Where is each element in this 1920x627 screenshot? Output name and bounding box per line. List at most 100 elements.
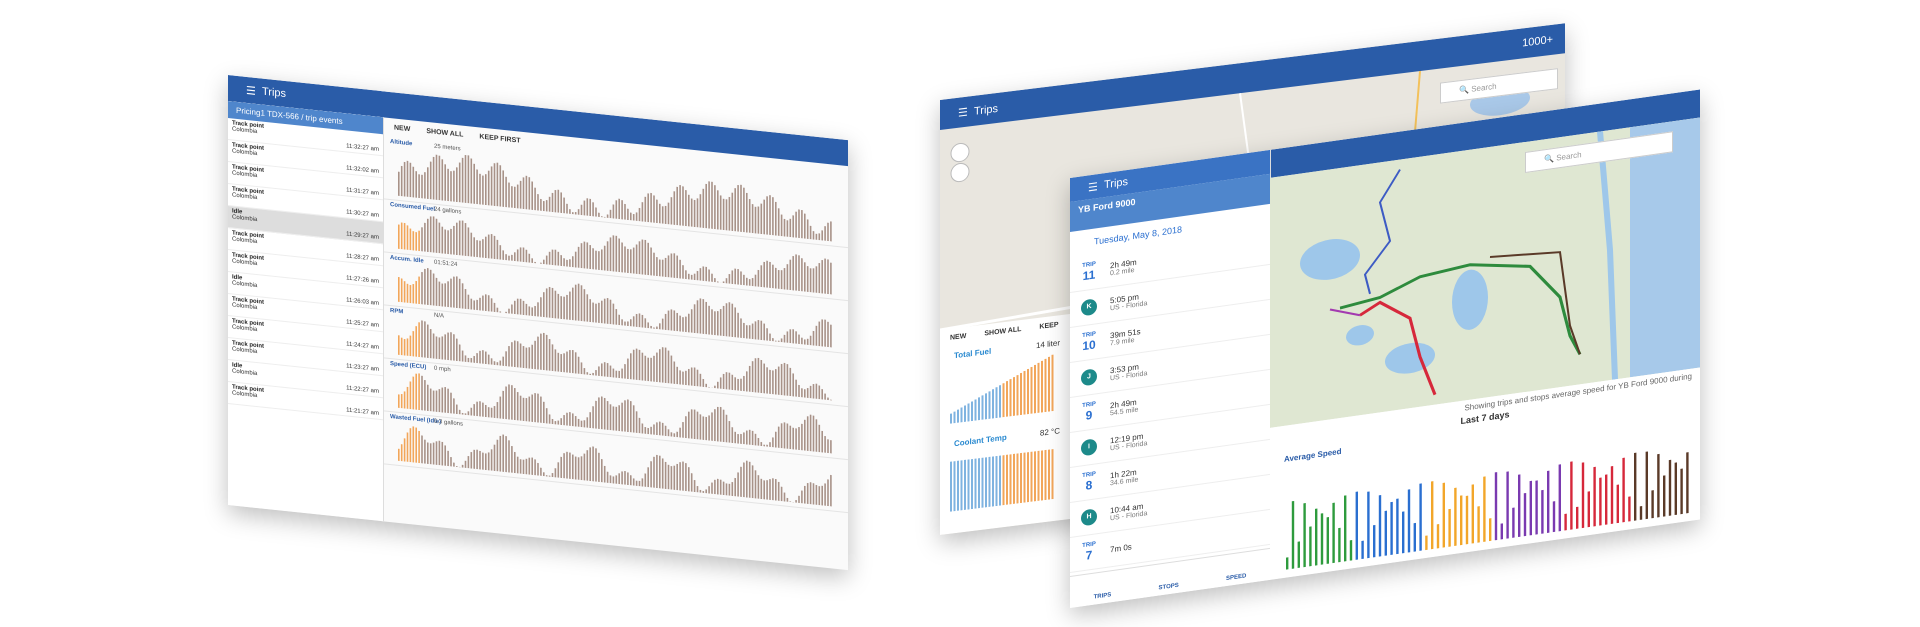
plot-bar (792, 373, 794, 397)
nav-item[interactable]: SPEED (1226, 573, 1247, 583)
plot-bar (734, 477, 736, 497)
plot-bar (653, 252, 655, 276)
plot-bar (754, 358, 757, 393)
trip-text: 1h 22m 34.6 mile (1110, 467, 1138, 488)
event-place: Colombia (232, 170, 258, 180)
plot-bar (772, 437, 774, 448)
plot-bar (824, 226, 826, 241)
plot-bar (403, 281, 406, 303)
plot-bar (722, 281, 725, 284)
plot-bar (508, 345, 510, 367)
tab[interactable]: NEW (950, 332, 967, 342)
speed-bar (1500, 523, 1504, 540)
gauge-value: 82 °C (1039, 426, 1060, 438)
plot-bar (427, 268, 429, 306)
plot-bar (772, 370, 774, 395)
plot-bar (728, 302, 731, 337)
speed-bar (1634, 452, 1637, 521)
plot-bar (424, 439, 426, 464)
plot-bar (795, 428, 797, 450)
plot-bar (809, 385, 812, 399)
plot-bar (754, 274, 757, 287)
trip-text: 7m 0s (1110, 542, 1132, 554)
plot-bar (780, 214, 783, 237)
plot-bar (409, 284, 412, 304)
plot-bar (630, 353, 632, 380)
plot-bar (525, 303, 528, 316)
plot-bar (499, 245, 502, 260)
plot-bar (795, 379, 797, 397)
plot-bar (531, 258, 533, 264)
plot-bar (777, 340, 780, 342)
plot-bar (606, 471, 609, 483)
plot-bar (464, 355, 467, 363)
nav-item[interactable]: STOPS (1158, 582, 1179, 592)
plot-bar (580, 456, 583, 481)
plot-bar (719, 377, 722, 389)
plot-bar (508, 440, 510, 473)
plot-bar (664, 313, 667, 331)
plot-bar (760, 441, 763, 447)
plot-bar (543, 332, 545, 371)
plot-bar (493, 235, 496, 260)
plot-bar (821, 259, 823, 294)
tab[interactable]: SHOW ALL (426, 127, 464, 139)
plot-bar (818, 424, 821, 453)
plot-bar (690, 309, 693, 333)
plot-bar (601, 216, 603, 218)
gauge-value: 14 liter (1035, 338, 1060, 351)
plot-bar (722, 198, 725, 231)
plot-bar (667, 429, 670, 437)
plot-bar (528, 396, 531, 422)
plot-bar (763, 199, 765, 235)
speed-bar (1315, 508, 1318, 566)
plot-bar (444, 334, 447, 360)
plot-bar (456, 276, 458, 309)
plot-bar (644, 355, 647, 381)
speed-bar (1587, 491, 1591, 528)
event-text: Track point Colombia (232, 230, 264, 250)
tab[interactable]: SHOW ALL (984, 326, 1022, 338)
plot-bar (499, 435, 502, 472)
chart-plot (398, 320, 832, 401)
speed-chart: Showing trips and stops average speed fo… (1270, 367, 1700, 580)
speed-bar (1320, 513, 1324, 565)
plot-bar (496, 239, 499, 260)
plot-bar (450, 228, 452, 255)
plot-bar (612, 406, 615, 431)
plot-bar (792, 255, 794, 291)
tab[interactable]: KEEP FIRST (479, 133, 521, 145)
plot-bar (789, 501, 792, 503)
plot-bar (624, 364, 626, 379)
plot-bar (421, 320, 423, 358)
plot-bar (792, 215, 794, 238)
plot-bar (441, 159, 444, 201)
plot-bar (406, 386, 409, 409)
gauge-bar (999, 385, 1001, 418)
plot-bar (789, 367, 792, 397)
plot-bar (543, 259, 545, 265)
tab[interactable]: NEW (394, 124, 411, 134)
plot-bar (789, 218, 792, 238)
event-time: 11:28:27 am (346, 253, 379, 263)
plot-bar (679, 462, 681, 491)
plot-bar (725, 278, 728, 284)
speed-bar (1686, 452, 1689, 514)
event-time: 11:27:26 am (346, 275, 379, 285)
plot-bar (798, 255, 800, 292)
plot-bar (763, 261, 765, 288)
plot-bar (514, 451, 516, 474)
tab[interactable]: KEEP (1039, 321, 1059, 331)
plot-bar (548, 339, 551, 371)
plot-bar (760, 203, 763, 235)
plot-bar (804, 339, 806, 345)
nav-item[interactable]: TRIPS (1093, 592, 1112, 601)
plot-bar (479, 350, 481, 364)
plot-bar (812, 415, 815, 452)
speed-bar (1396, 498, 1399, 555)
event-place: Colombia (232, 280, 258, 290)
plot-bar (589, 447, 591, 482)
plot-bar (505, 351, 507, 367)
plot-bar (757, 206, 760, 234)
plot-bar (627, 248, 629, 274)
